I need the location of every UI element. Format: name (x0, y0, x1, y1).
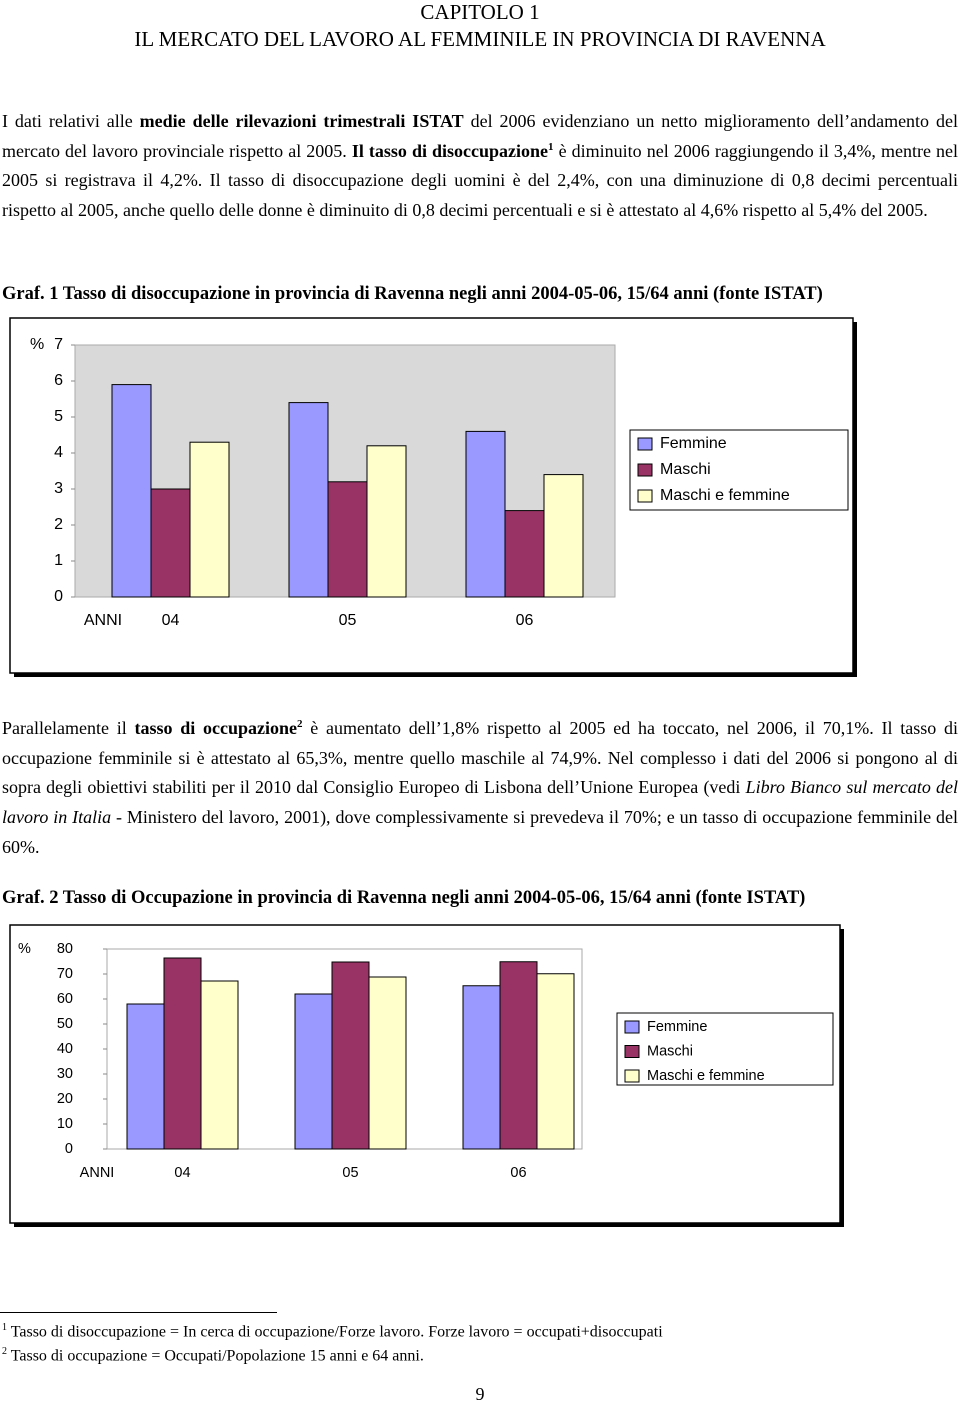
text-run: medie delle rilevazioni trimestrali ISTA… (139, 111, 464, 131)
legend-label: Maschi (647, 1043, 693, 1059)
footnote-mark: 1 (2, 1322, 7, 1333)
bar (327, 481, 368, 598)
y-tick-label: 20 (57, 1091, 73, 1107)
bar (189, 441, 230, 598)
y-axis-label: % (30, 336, 44, 353)
bar (163, 957, 202, 1150)
text-run: I dati relativi alle (2, 111, 140, 131)
chapter: CAPITOLO 1 (420, 0, 540, 24)
page-number: 9 (475, 1384, 485, 1404)
footnote: 2 Tasso di occupazione = Occupati/Popola… (2, 1346, 424, 1365)
legend-swatch (624, 1045, 640, 1058)
y-tick-label: 0 (54, 588, 63, 605)
bar (504, 510, 545, 598)
footnote: 1 Tasso di disoccupazione = In cerca di … (2, 1322, 663, 1341)
x-tick-label: 06 (510, 1165, 526, 1181)
chapter-title: IL MERCATO DEL LAVORO AL FEMMINILE IN PR… (134, 27, 826, 51)
legend-label: Femmine (660, 435, 727, 452)
text-run: Il tasso di disoccupazione (351, 140, 549, 161)
legend-swatch (637, 489, 653, 503)
y-tick-label: 5 (54, 408, 63, 425)
footnote-text: Tasso di disoccupazione = In cerca di oc… (10, 1323, 663, 1341)
y-tick-label: 50 (57, 1016, 73, 1032)
bar (366, 445, 407, 598)
y-tick-label: 4 (54, 444, 63, 461)
y-tick-label: 0 (65, 1141, 73, 1157)
y-tick-label: 40 (57, 1041, 73, 1057)
x-tick-label: 05 (342, 1165, 358, 1181)
text-run: del 2006 evidenziano un netto migliorame… (2, 111, 958, 161)
bar (462, 985, 501, 1150)
paragraph: Parallelamente il tasso di occupazione2 … (2, 714, 958, 863)
legend-label: Maschi (660, 461, 711, 478)
text-run: è diminuito nel 2006 raggiungendo il 3,4… (2, 140, 958, 221)
y-tick-label: 70 (57, 966, 73, 982)
y-tick-label: 2 (54, 516, 63, 533)
y-axis-label: % (18, 941, 31, 957)
x-axis-label: ANNI (84, 612, 122, 629)
chart-caption: Graf. 2 Tasso di Occupazione in provinci… (2, 888, 806, 908)
text-run: Parallelamente il (2, 718, 135, 738)
y-tick-label: 7 (54, 336, 63, 353)
text-run: tasso di occupazione (134, 718, 297, 738)
footnote-mark: 2 (2, 1346, 7, 1357)
bar (150, 488, 191, 598)
x-tick-label: 06 (516, 612, 534, 629)
bar (331, 961, 370, 1150)
chart-caption: Graf. 1 Tasso di disoccupazione in provi… (2, 284, 823, 304)
y-tick-label: 30 (57, 1066, 73, 1082)
y-tick-label: 6 (54, 372, 63, 389)
bar (200, 980, 239, 1150)
bar (368, 976, 407, 1150)
footnote-text: Tasso di occupazione = Occupati/Popolazi… (10, 1347, 424, 1365)
text-run: - Ministero del lavoro, 2001), dove comp… (2, 807, 958, 857)
legend-swatch (624, 1020, 640, 1034)
bar (543, 474, 584, 598)
y-tick-label: 10 (57, 1116, 73, 1132)
paragraph: I dati relativi alle medie delle rilevaz… (2, 107, 958, 226)
bar (126, 1003, 165, 1150)
bar (499, 961, 538, 1150)
bar (288, 402, 329, 598)
legend-swatch (637, 463, 653, 477)
text-run: 1 (548, 140, 554, 153)
x-tick-label: 04 (174, 1165, 190, 1181)
y-tick-label: 1 (54, 552, 63, 569)
legend-label: Femmine (647, 1019, 707, 1035)
bar (294, 993, 333, 1150)
footnote-rule (0, 1312, 277, 1313)
legend-swatch (637, 437, 653, 451)
legend (616, 1012, 834, 1086)
bar (536, 973, 575, 1150)
y-tick-label: 80 (57, 941, 73, 957)
legend-swatch (624, 1069, 640, 1083)
y-tick-label: 3 (54, 480, 63, 497)
text-run: è aumentato dell’1,8% rispetto al 2005 e… (2, 718, 958, 798)
bar (465, 430, 506, 598)
x-tick-label: 05 (339, 612, 357, 629)
legend (629, 429, 849, 511)
x-axis-label: ANNI (80, 1165, 115, 1181)
text-run: Libro Bianco sul mercato del lavoro in I… (2, 777, 959, 828)
text-run: 2 (297, 718, 303, 730)
legend-label: Maschi e femmine (660, 487, 790, 504)
legend-label: Maschi e femmine (647, 1068, 765, 1084)
y-tick-label: 60 (57, 991, 73, 1007)
bar (111, 384, 152, 598)
x-tick-label: 04 (162, 612, 180, 629)
